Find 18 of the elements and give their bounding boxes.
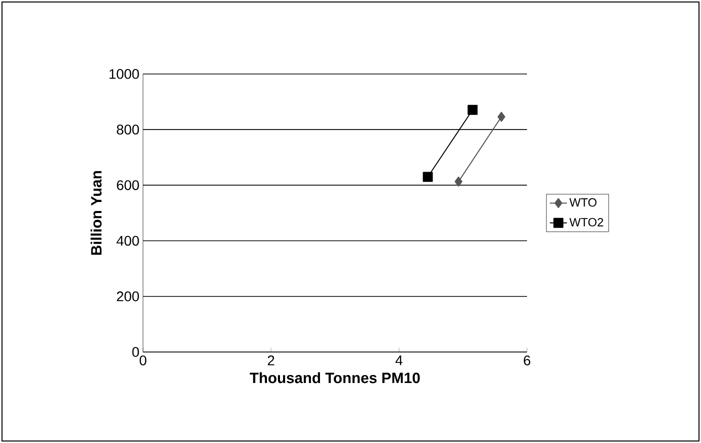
y-tick-label: 0 xyxy=(132,347,139,357)
y-tick-label: 800 xyxy=(116,124,139,135)
y-tick-label: 400 xyxy=(116,236,139,246)
legend-label: WTO2 xyxy=(569,218,604,226)
point xyxy=(422,172,433,182)
y-axis-title: Billion Yuan xyxy=(90,171,102,255)
y-tick-label: 1000 xyxy=(110,69,139,79)
point xyxy=(454,176,462,187)
y-tick-label: 200 xyxy=(116,291,139,302)
x-tick-label: 6 xyxy=(524,355,530,366)
point xyxy=(498,112,506,122)
point xyxy=(468,104,478,115)
y-tick-label: 600 xyxy=(116,180,139,190)
x-tick-label: 2 xyxy=(268,355,274,366)
x-tick-label: 4 xyxy=(395,356,402,366)
x-tick-label: 0 xyxy=(140,355,146,366)
legend-label: WTO xyxy=(569,198,596,207)
x-axis-title: Thousand Tonnes PM10 xyxy=(250,372,420,384)
